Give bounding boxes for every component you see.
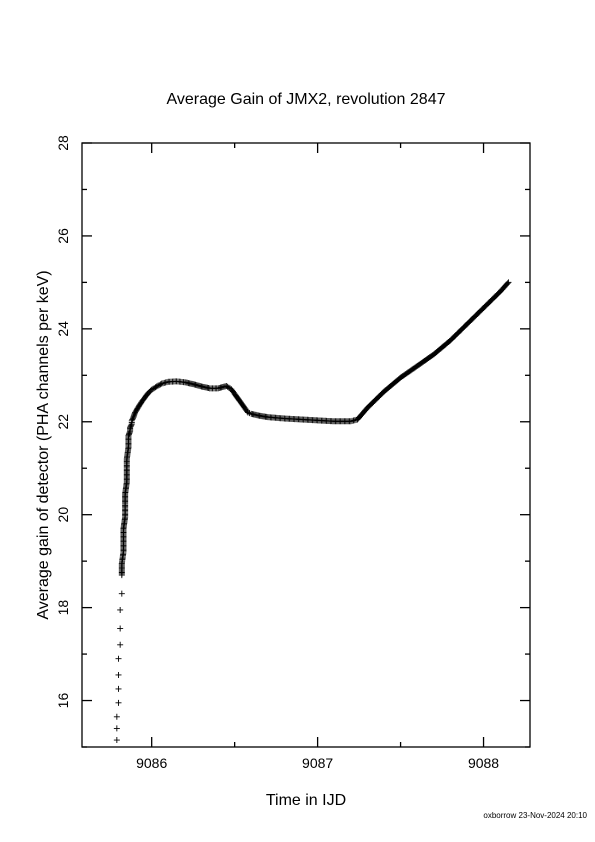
y-tick-label: 20 <box>55 507 71 523</box>
data-point <box>115 671 122 678</box>
y-tick-label: 18 <box>55 600 71 616</box>
data-point <box>154 382 161 389</box>
data-point <box>118 590 125 597</box>
data-point <box>117 625 124 632</box>
data-point <box>113 713 120 720</box>
y-axis-label: Average gain of detector (PHA channels p… <box>35 270 52 619</box>
data-point <box>504 280 511 287</box>
y-tick-label: 16 <box>55 693 71 709</box>
y-tick-label: 24 <box>55 321 71 337</box>
data-point <box>152 384 159 391</box>
data-point <box>157 381 164 388</box>
data-point <box>113 737 120 744</box>
x-tick-label: 9087 <box>302 755 333 771</box>
data-point <box>153 383 160 390</box>
tick-labels: 9086 9087 9088 16 18 20 22 24 26 28 <box>55 135 499 771</box>
data-point <box>115 699 122 706</box>
data-point <box>117 606 124 613</box>
plot-frame <box>81 142 531 748</box>
data-point <box>115 655 122 662</box>
data-point <box>128 417 135 424</box>
data-point <box>129 416 136 423</box>
footer-stamp: oxborrow 23-Nov-2024 20:10 <box>483 811 587 820</box>
data-point <box>156 382 163 389</box>
x-tick-label: 9086 <box>136 755 167 771</box>
y-tick-label: 28 <box>55 135 71 151</box>
data-point <box>113 725 120 732</box>
y-tick-label: 26 <box>55 228 71 244</box>
axis-ticks <box>82 142 530 748</box>
data-point <box>128 422 135 429</box>
chart-title: Average Gain of JMX2, revolution 2847 <box>167 91 446 108</box>
x-axis-label: Time in IJD <box>266 792 346 809</box>
x-tick-label: 9088 <box>468 755 499 771</box>
data-point <box>117 641 124 648</box>
data-point <box>505 279 512 286</box>
data-point <box>115 685 122 692</box>
data-points <box>113 279 512 744</box>
y-tick-label: 22 <box>55 414 71 430</box>
